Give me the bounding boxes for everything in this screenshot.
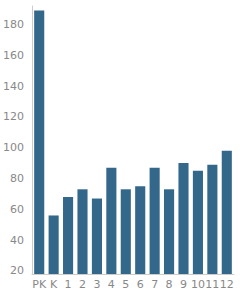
svg-text:140: 140 [3,80,24,93]
svg-text:4: 4 [108,278,115,291]
svg-text:20: 20 [10,264,24,277]
svg-text:100: 100 [3,141,24,154]
svg-text:3: 3 [93,278,100,291]
svg-text:5: 5 [122,278,129,291]
svg-text:8: 8 [166,278,173,291]
svg-text:160: 160 [3,49,24,62]
svg-text:9: 9 [180,278,187,291]
svg-text:40: 40 [10,234,24,247]
svg-text:12: 12 [220,278,234,291]
svg-text:7: 7 [151,278,158,291]
svg-text:80: 80 [10,172,24,185]
svg-text:10: 10 [191,278,205,291]
svg-text:PK: PK [32,278,47,291]
svg-text:11: 11 [205,278,219,291]
svg-text:60: 60 [10,203,24,216]
svg-text:6: 6 [137,278,144,291]
svg-text:1: 1 [65,278,72,291]
svg-text:2: 2 [79,278,86,291]
svg-text:180: 180 [3,18,24,31]
svg-text:120: 120 [3,110,24,123]
svg-text:K: K [50,278,58,291]
